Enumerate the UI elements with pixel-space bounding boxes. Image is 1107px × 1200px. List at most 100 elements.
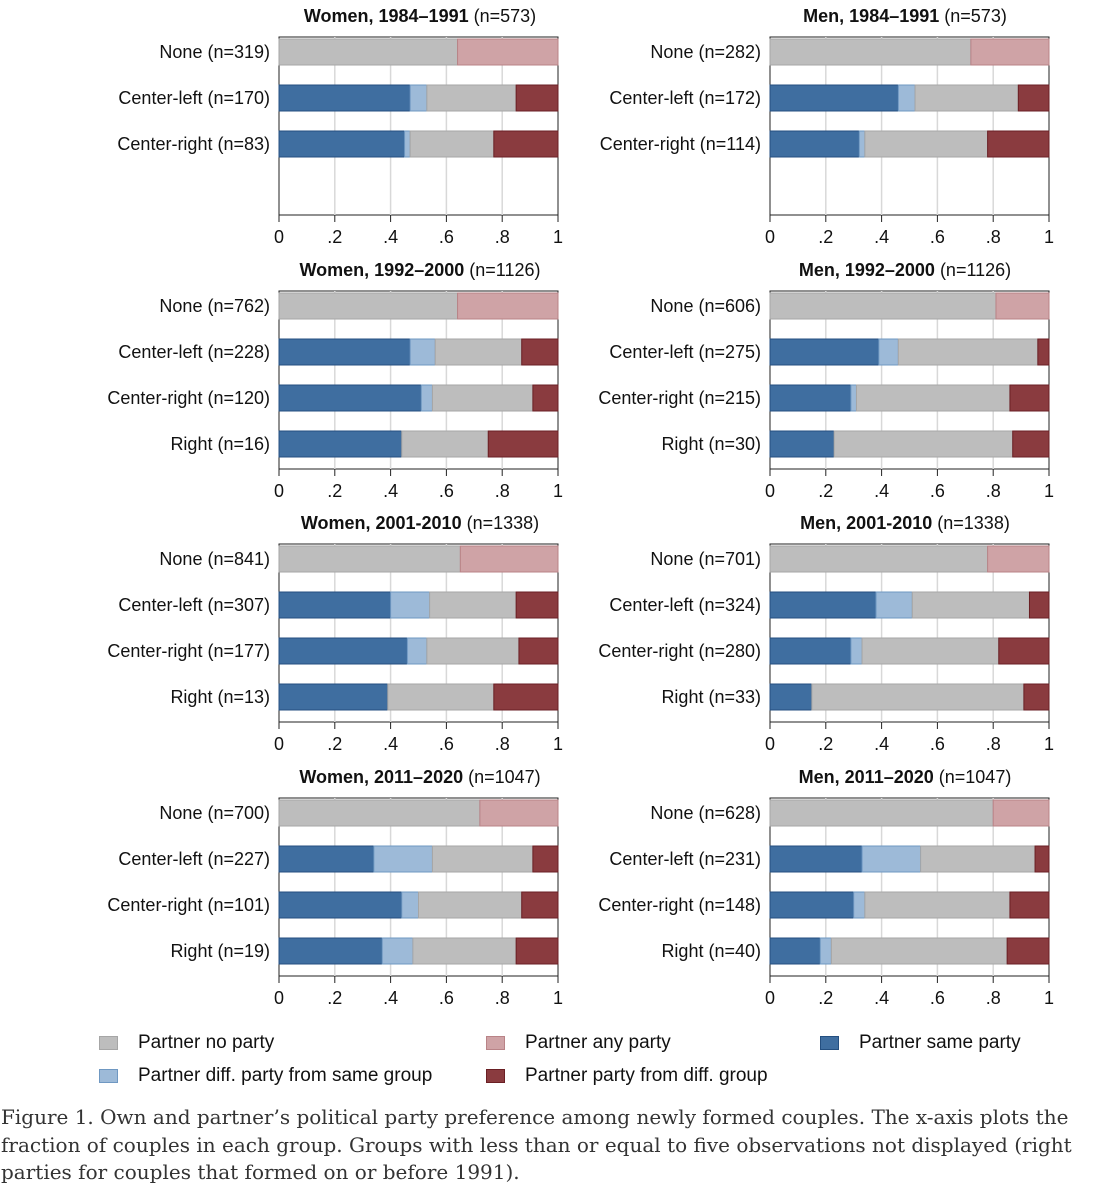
panel-title: Men, 1992–2000 (n=1126) <box>799 260 1011 280</box>
row-label: Center-left (n=231) <box>609 849 761 869</box>
legend-label-any-party: Partner any party <box>525 1032 671 1053</box>
bar-segment-party-diff-group <box>1009 384 1050 412</box>
bar-row-right-n-33: Right (n=33) <box>661 683 1050 711</box>
bar-segment-no-party <box>431 384 534 412</box>
bar-segment-diff-party-same-group <box>858 130 866 158</box>
bar-row-none-n-628: None (n=628) <box>650 799 1050 827</box>
row-label: Center-right (n=148) <box>598 895 761 915</box>
bar-segment-no-party <box>278 799 481 827</box>
bar-row-center-right-n-114: Center-right (n=114) <box>600 130 1050 158</box>
row-label: Center-right (n=101) <box>107 895 270 915</box>
bar-segment-party-diff-group <box>1023 683 1050 711</box>
x-tick-label: 0 <box>765 227 775 247</box>
row-label: Right (n=16) <box>170 434 270 454</box>
x-tick-label: 1 <box>1044 227 1054 247</box>
bar-segment-no-party <box>811 683 1025 711</box>
bar-row-none-n-319: None (n=319) <box>159 38 559 66</box>
x-tick-label: .4 <box>874 734 889 754</box>
bar-segment-party-diff-group <box>532 384 559 412</box>
bar-segment-diff-party-same-group <box>404 130 411 158</box>
bar-segment-no-party <box>426 84 517 112</box>
panel-men-1984-1991: Men, 1984–1991 (n=573) None (n=282) Center… <box>600 6 1054 247</box>
panel-title-period: Women, 2011–2020 <box>299 767 463 787</box>
x-tick-label: 1 <box>1044 734 1054 754</box>
bar-segment-no-party <box>278 292 459 320</box>
bar-segment-diff-party-same-group <box>861 845 922 873</box>
row-label: Right (n=30) <box>661 434 761 454</box>
panel-title-n: (n=1126) <box>935 260 1011 280</box>
bar-segment-party-diff-group <box>1012 430 1050 458</box>
x-tick-label: .6 <box>930 227 945 247</box>
legend-label-diff-party-same-group: Partner diff. party from same group <box>138 1065 433 1086</box>
legend-swatch-no-party <box>99 1036 118 1050</box>
x-tick-label: 1 <box>553 988 563 1008</box>
row-label: Right (n=13) <box>170 687 270 707</box>
bar-segment-no-party <box>769 799 994 827</box>
legend-swatch-diff-party-same-group <box>99 1069 118 1083</box>
bar-row-center-left-n-307: Center-left (n=307) <box>118 591 559 619</box>
row-label: Right (n=33) <box>661 687 761 707</box>
panel-title-n: (n=1126) <box>464 260 540 280</box>
bar-segment-no-party <box>897 338 1039 366</box>
panel-title-period: Women, 2001-2010 <box>301 513 462 533</box>
bar-segment-no-party <box>431 845 534 873</box>
row-label: None (n=701) <box>650 549 761 569</box>
bar-segment-any-party <box>457 292 559 320</box>
bar-row-right-n-40: Right (n=40) <box>661 937 1050 965</box>
panel-title: Men, 2011–2020 (n=1047) <box>799 767 1012 787</box>
bar-row-none-n-700: None (n=700) <box>159 799 559 827</box>
legend-label-same-party: Partner same party <box>859 1032 1021 1053</box>
panel-title: Women, 2011–2020 (n=1047) <box>299 767 540 787</box>
row-label: None (n=606) <box>650 296 761 316</box>
x-tick-label: 0 <box>765 734 775 754</box>
panel-title-period: Women, 1984–1991 <box>304 6 469 26</box>
bar-segment-same-party <box>769 84 899 112</box>
bar-segment-no-party <box>278 38 459 66</box>
bar-segment-diff-party-same-group <box>373 845 433 873</box>
bar-segment-diff-party-same-group <box>853 891 866 919</box>
bar-segment-party-diff-group <box>1009 891 1050 919</box>
bar-segment-same-party <box>278 637 408 665</box>
bar-segment-diff-party-same-group <box>406 637 428 665</box>
bar-segment-no-party <box>769 38 972 66</box>
plot-area <box>278 36 559 216</box>
bar-segment-same-party <box>278 591 392 619</box>
bar-row-center-left-n-275: Center-left (n=275) <box>609 338 1050 366</box>
bar-segment-no-party <box>429 591 517 619</box>
x-tick-label: .4 <box>383 734 398 754</box>
bar-segment-same-party <box>769 338 880 366</box>
bar-segment-any-party <box>457 38 559 66</box>
bar-segment-party-diff-group <box>998 637 1050 665</box>
bar-row-center-right-n-120: Center-right (n=120) <box>107 384 559 412</box>
plot-area <box>769 36 1050 216</box>
row-label: Center-right (n=177) <box>107 641 270 661</box>
panel-title: Women, 1984–1991 (n=573) <box>304 6 536 26</box>
x-tick-label: .2 <box>327 988 342 1008</box>
bar-segment-any-party <box>970 38 1050 66</box>
row-label: Center-left (n=170) <box>118 88 270 108</box>
bar-segment-diff-party-same-group <box>850 637 863 665</box>
row-label: Center-right (n=215) <box>598 388 761 408</box>
panel-women-1984-1991: Women, 1984–1991 (n=573) None (n=319) Cent… <box>117 6 563 247</box>
x-tick-label: .6 <box>930 734 945 754</box>
bar-row-right-n-16: Right (n=16) <box>170 430 559 458</box>
x-tick-label: .8 <box>495 988 510 1008</box>
x-tick-label: .2 <box>818 481 833 501</box>
panel-title: Women, 1992–2000 (n=1126) <box>300 260 541 280</box>
bar-row-center-left-n-170: Center-left (n=170) <box>118 84 559 112</box>
bar-segment-party-diff-group <box>515 591 559 619</box>
row-label: None (n=319) <box>159 42 270 62</box>
legend-item-any-party: Partner any party <box>486 1032 671 1054</box>
panel-title-period: Women, 1992–2000 <box>300 260 465 280</box>
row-label: None (n=762) <box>159 296 270 316</box>
panel-title-n: (n=1047) <box>934 767 1012 787</box>
x-tick-label: .8 <box>986 734 1001 754</box>
x-tick-label: 0 <box>274 227 284 247</box>
x-tick-label: .6 <box>439 481 454 501</box>
row-label: Center-left (n=324) <box>609 595 761 615</box>
bar-segment-diff-party-same-group <box>401 891 420 919</box>
panel-title-n: (n=1338) <box>462 513 540 533</box>
x-tick-label: 0 <box>274 481 284 501</box>
bar-segment-diff-party-same-group <box>420 384 433 412</box>
bar-segment-no-party <box>861 637 1000 665</box>
